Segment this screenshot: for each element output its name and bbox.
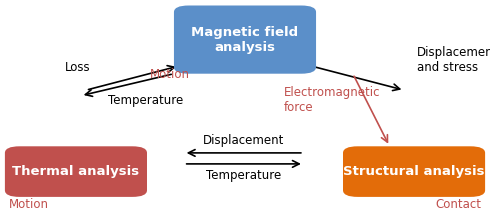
Text: Thermal analysis: Thermal analysis: [12, 165, 140, 178]
Text: Temperature: Temperature: [206, 169, 281, 182]
Text: Contact: Contact: [435, 198, 481, 211]
FancyBboxPatch shape: [5, 146, 147, 197]
Text: Electromagnetic
force: Electromagnetic force: [284, 86, 381, 114]
Text: Motion: Motion: [149, 68, 190, 81]
Text: Motion: Motion: [9, 198, 49, 211]
Text: Structural analysis: Structural analysis: [343, 165, 485, 178]
FancyBboxPatch shape: [174, 6, 316, 74]
Text: Temperature: Temperature: [108, 94, 183, 106]
Text: Magnetic field
analysis: Magnetic field analysis: [192, 26, 298, 54]
Text: Loss: Loss: [65, 61, 91, 74]
Text: Displacement
and stress: Displacement and stress: [416, 46, 490, 74]
Text: Displacement: Displacement: [203, 134, 284, 147]
FancyBboxPatch shape: [343, 146, 485, 197]
